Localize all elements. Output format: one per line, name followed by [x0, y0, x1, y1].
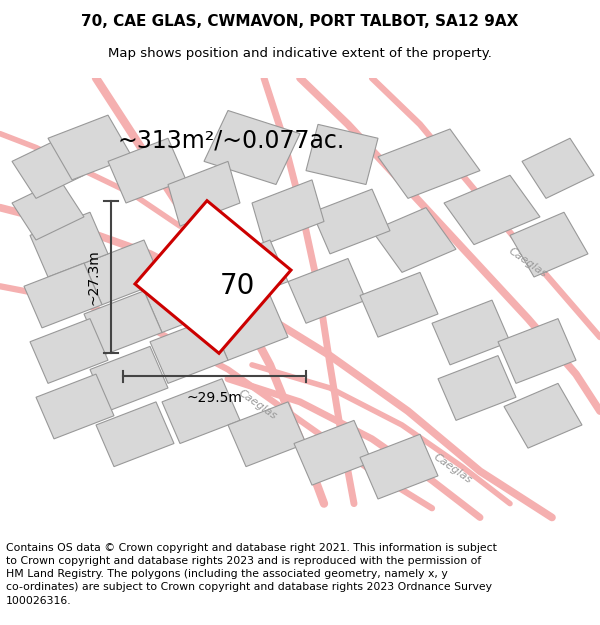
Polygon shape — [210, 240, 288, 305]
Polygon shape — [150, 319, 228, 383]
Text: ~313m²/~0.077ac.: ~313m²/~0.077ac. — [117, 129, 344, 152]
Text: ~29.5m: ~29.5m — [187, 391, 242, 405]
Polygon shape — [162, 379, 240, 444]
Text: 70, CAE GLAS, CWMAVON, PORT TALBOT, SA12 9AX: 70, CAE GLAS, CWMAVON, PORT TALBOT, SA12… — [82, 14, 518, 29]
Polygon shape — [306, 124, 378, 184]
Polygon shape — [438, 356, 516, 421]
Polygon shape — [84, 240, 162, 305]
Polygon shape — [498, 319, 576, 383]
Polygon shape — [48, 115, 132, 180]
Polygon shape — [36, 374, 114, 439]
Polygon shape — [96, 402, 174, 467]
Polygon shape — [12, 138, 84, 198]
Polygon shape — [90, 346, 168, 411]
Polygon shape — [378, 129, 480, 198]
Polygon shape — [30, 319, 108, 383]
Text: 70: 70 — [220, 272, 254, 300]
Polygon shape — [312, 189, 390, 254]
Polygon shape — [252, 180, 324, 244]
Polygon shape — [168, 161, 240, 226]
Polygon shape — [204, 111, 300, 184]
Polygon shape — [294, 421, 372, 485]
Polygon shape — [84, 291, 162, 356]
Polygon shape — [372, 208, 456, 272]
Text: ~27.3m: ~27.3m — [86, 249, 100, 305]
Polygon shape — [444, 175, 540, 244]
Polygon shape — [288, 259, 366, 323]
Polygon shape — [522, 138, 594, 198]
Polygon shape — [12, 180, 84, 240]
Polygon shape — [24, 263, 102, 328]
Polygon shape — [228, 402, 306, 467]
Polygon shape — [135, 201, 291, 353]
Text: Caeglas: Caeglas — [507, 246, 549, 280]
Polygon shape — [108, 138, 186, 203]
Polygon shape — [432, 300, 510, 365]
Polygon shape — [510, 213, 588, 277]
Text: Caeglas: Caeglas — [237, 388, 279, 421]
Polygon shape — [360, 434, 438, 499]
Text: Contains OS data © Crown copyright and database right 2021. This information is : Contains OS data © Crown copyright and d… — [6, 543, 497, 606]
Polygon shape — [504, 383, 582, 448]
Text: Caeglas: Caeglas — [432, 452, 474, 486]
Text: Map shows position and indicative extent of the property.: Map shows position and indicative extent… — [108, 47, 492, 60]
Polygon shape — [30, 213, 108, 277]
Polygon shape — [144, 268, 222, 332]
Polygon shape — [210, 296, 288, 360]
Polygon shape — [360, 272, 438, 337]
